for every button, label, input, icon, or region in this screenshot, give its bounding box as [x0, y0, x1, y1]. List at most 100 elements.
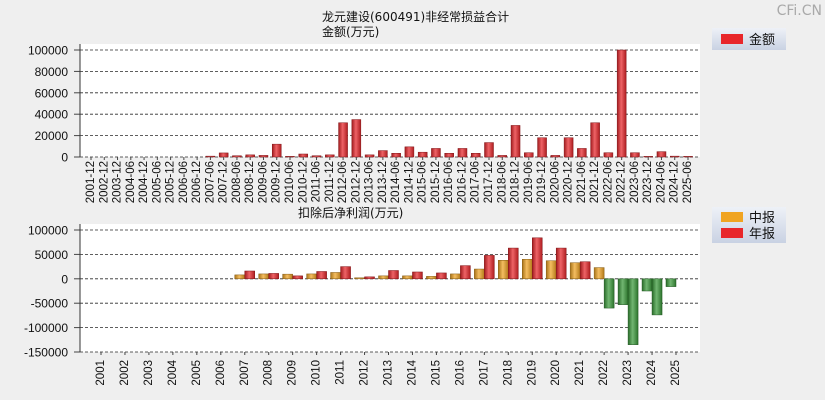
bar-2021-12-amount	[590, 122, 600, 158]
x-tick-label: 2011	[335, 360, 347, 385]
x-tick-label: 2008-12	[244, 161, 256, 203]
x-tick-label: 2015	[430, 360, 442, 386]
x-tick-label: 2021	[574, 360, 586, 386]
bar-2023-interim	[617, 278, 629, 305]
bar-2024-06-amount	[656, 151, 667, 158]
bar-2013-interim	[378, 275, 389, 280]
x-tick-label: 2006-12	[191, 161, 203, 203]
bar-2018-12-amount	[510, 125, 521, 158]
x-tick-label: 2025	[670, 360, 682, 386]
x-tick-label: 2008	[263, 360, 275, 386]
bar-2010-annual	[316, 271, 327, 280]
x-tick-label: 2013-06	[364, 161, 376, 203]
chart-title: 龙元建设(600491)非经常损益合计	[322, 9, 509, 24]
x-tick-label: 2003-12	[112, 161, 124, 203]
bar-2007-annual	[244, 270, 255, 280]
bar-2015-interim	[426, 276, 437, 280]
bar-2016-annual	[460, 265, 471, 280]
bar-2022-interim	[593, 267, 605, 280]
x-tick-label: 2013-12	[377, 161, 389, 203]
x-tick-label: 2020-06	[549, 161, 561, 203]
x-tick-label: 2005-06	[151, 161, 163, 203]
x-tick-label: 2003	[143, 360, 155, 386]
y-axis: -150000 -100000 -50000 0 50000 100000	[24, 224, 81, 360]
bar-2013-12-amount	[378, 150, 388, 158]
x-tick-label: 2002-12	[98, 161, 110, 203]
x-tick-label: 2019-06	[523, 161, 535, 203]
bar-2008-12-amount	[245, 154, 255, 158]
bar-2008-06-amount	[232, 155, 242, 158]
bar-2011-12-amount	[325, 154, 335, 158]
x-tick-label: 2009-12	[271, 161, 283, 203]
x-tick-label: 2022-06	[602, 161, 614, 203]
chart-title: 扣除后净利润(万元)	[298, 205, 403, 220]
y-tick-label: 100000	[28, 224, 68, 238]
bar-2020-interim	[545, 260, 557, 280]
bar-2008-interim	[258, 273, 269, 280]
plot-area	[80, 224, 700, 352]
bar-2023-annual	[627, 278, 639, 345]
x-tick-label: 2018	[502, 360, 514, 386]
bar-2012-12-amount	[351, 119, 362, 158]
bar-2007-12-amount	[218, 152, 229, 158]
bar-2017-06-amount	[470, 153, 481, 158]
bar-2010-12-amount	[298, 153, 309, 158]
x-tick-label: 2020-12	[563, 161, 575, 203]
bar-2015-annual	[436, 272, 447, 280]
x-tick-label: 2022-12	[616, 161, 628, 203]
bar-2016-interim	[450, 273, 461, 280]
legend-label-interim: 中报	[749, 211, 775, 226]
bar-2012-annual	[364, 276, 375, 280]
bar-2010-interim	[306, 273, 317, 280]
bar-2019-interim	[522, 259, 533, 280]
y-axis: 0 20000 40000 60000 80000 100000	[28, 44, 81, 165]
bar-2017-12-amount	[484, 142, 494, 158]
legend-swatch-interim	[721, 212, 743, 222]
x-tick-label: 2012	[359, 360, 371, 386]
bar-2019-annual	[532, 237, 543, 280]
bar-2018-annual	[508, 247, 519, 280]
x-tick-label: 2015-06	[417, 161, 429, 203]
x-tick-label: 2009	[287, 360, 299, 386]
x-tick-label: 2025-06	[682, 161, 694, 203]
y-tick-label: 40000	[35, 108, 69, 122]
bar-2021-06-amount	[577, 148, 587, 158]
legend: 金额	[712, 28, 786, 50]
bar-2013-annual	[388, 270, 399, 280]
x-tick-label: 2013	[383, 360, 395, 386]
x-tick-label: 2017	[478, 360, 490, 386]
x-tick-label: 2012-12	[350, 161, 362, 203]
bar-2011-annual	[340, 266, 351, 280]
bar-2013-06-amount	[364, 154, 375, 158]
x-tick-label: 2006	[215, 360, 227, 386]
x-tick-label: 2020	[550, 360, 562, 386]
bar-2015-06-amount	[417, 151, 428, 158]
x-tick-label: 2024	[646, 359, 658, 385]
bar-2018-interim	[498, 260, 509, 280]
x-tick-label: 2008-06	[231, 161, 243, 203]
bar-2014-interim	[402, 275, 413, 280]
x-tick-label: 2018-06	[496, 161, 508, 203]
bar-2024-interim	[641, 278, 653, 292]
x-tick-label: 2007	[239, 360, 251, 386]
bar-2009-06-amount	[258, 155, 269, 158]
x-tick-label: 2004-06	[125, 161, 137, 203]
bar-2023-06-amount	[630, 152, 640, 158]
bar-2014-12-amount	[404, 146, 415, 158]
bar-2009-interim	[282, 273, 293, 280]
x-tick-label: 2016-12	[456, 161, 468, 203]
x-tick-label: 2010-12	[297, 161, 309, 203]
x-tick-label: 2007-12	[218, 161, 230, 203]
x-tick-label: 2016-06	[443, 161, 455, 203]
x-axis: 2001-12 2002-12 2003-12 2004-06 2004-12 2005-…	[85, 157, 694, 203]
x-tick-label: 2011-12	[324, 161, 336, 202]
deducted-net-profit-chart: 扣除后净利润(万元) -150000 -100000 -50000 0 50000 100…	[24, 205, 786, 386]
bar-2019-12-amount	[537, 137, 547, 158]
x-axis: 2001 2002 2003 2004 2005 2006 2007 2008 2009 2010…	[95, 352, 682, 386]
bar-2016-06-amount	[444, 153, 454, 158]
y-tick-label: 0	[61, 272, 68, 286]
x-tick-label: 2010-06	[284, 161, 296, 203]
bar-2021-interim	[569, 262, 581, 280]
bar-2022-12-amount	[616, 49, 627, 158]
